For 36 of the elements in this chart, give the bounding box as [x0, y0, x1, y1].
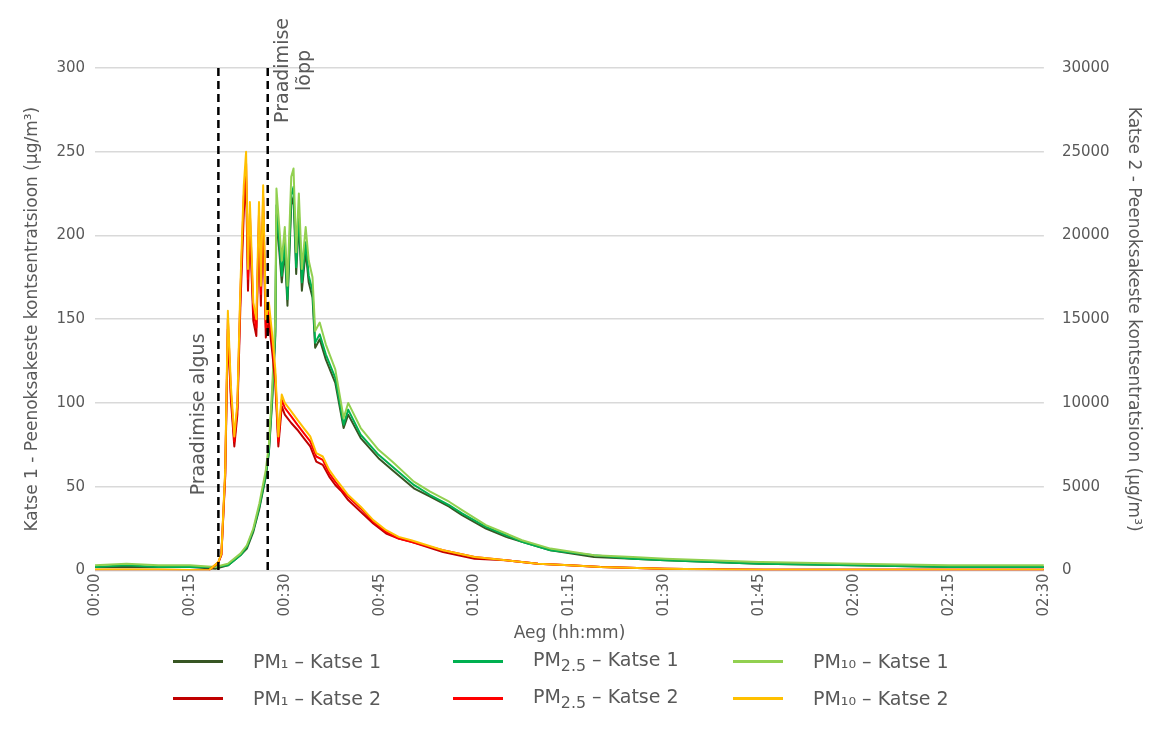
y-tick-label: 50	[65, 476, 86, 495]
x-tick-label: 00:45	[369, 573, 388, 617]
y-tick-label: 300	[56, 57, 86, 76]
x-tick-label: 00:15	[179, 573, 198, 617]
y2-tick-label: 25000	[1061, 141, 1110, 160]
y-tick-label: 100	[56, 392, 86, 411]
x-axis-title: Aeg (hh:mm)	[513, 622, 626, 643]
y-axis-title: Katse 1 - Peenoksakeste kontsentratsioon (µg/m³)	[20, 106, 41, 532]
y2-tick-label: 20000	[1061, 225, 1110, 244]
x-tick-label: 00:30	[274, 573, 293, 617]
legend-label: PM$_{2.5}$ – Katse 1	[533, 648, 679, 675]
y-tick-label: 250	[56, 141, 86, 160]
legend-label: PM₁₀ – Katse 2	[813, 687, 949, 710]
x-tick-label: 02:00	[844, 573, 862, 617]
ref-line-label: Praadimise algus	[185, 333, 208, 496]
y2-tick-label: 15000	[1061, 309, 1110, 328]
x-tick-label: 02:30	[1033, 573, 1052, 617]
y-tick-label: 0	[75, 560, 86, 579]
y-tick-label: 200	[56, 225, 86, 244]
y-tick-label: 150	[56, 309, 86, 328]
x-tick-label: 01:00	[464, 573, 483, 617]
y2-tick-label: 5000	[1061, 476, 1101, 495]
legend-label: PM₁₀ – Katse 1	[813, 650, 949, 673]
x-tick-label: 00:00	[84, 573, 103, 617]
x-tick-label: 02:15	[938, 573, 957, 617]
y2-tick-label: 0	[1061, 560, 1072, 579]
y2-axis-title: Katse 2 - Peenoksakeste kontsentratsioon (µg/m³)	[1125, 106, 1146, 532]
y2-tick-label: 30000	[1061, 57, 1110, 76]
x-tick-label: 01:15	[559, 573, 578, 617]
ref-line-label: Praadimise lõpp	[270, 18, 315, 123]
x-tick-label: 01:45	[749, 573, 768, 617]
legend-label: PM₁ – Katse 2	[253, 687, 381, 710]
legend-label: PM$_{2.5}$ – Katse 2	[533, 684, 679, 712]
legend-label: PM₁ – Katse 1	[253, 650, 381, 673]
x-tick-label: 01:30	[654, 573, 673, 617]
y2-tick-label: 10000	[1061, 392, 1110, 411]
